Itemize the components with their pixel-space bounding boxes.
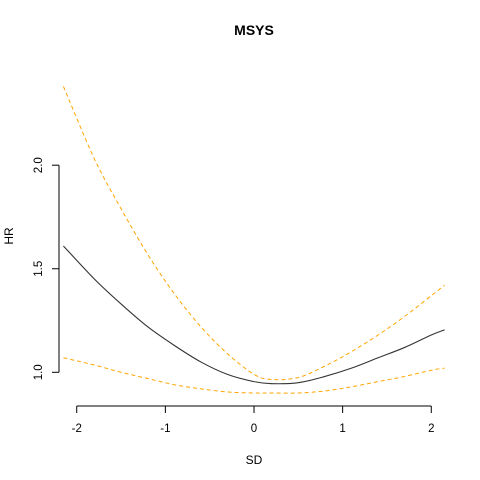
y-tick-label: 1.5 xyxy=(33,261,45,277)
upper-ci-curve xyxy=(62,86,445,381)
axes: -2 -1 0 1 2 1.0 1.5 2.0 xyxy=(33,157,434,435)
x-tick-label: 0 xyxy=(251,423,257,435)
x-tick-label: 1 xyxy=(339,423,345,435)
series-layer xyxy=(62,86,445,394)
y-tick-label: 1.0 xyxy=(33,364,45,380)
hr-curve xyxy=(63,245,445,385)
x-axis-label: SD xyxy=(246,453,263,467)
y-axis-label: HR xyxy=(2,227,16,245)
x-tick-label: 2 xyxy=(428,423,434,435)
x-tick-label: -2 xyxy=(72,423,82,435)
lower-ci-curve xyxy=(63,357,445,394)
chart-title: MSYS xyxy=(234,22,274,38)
x-tick-label: -1 xyxy=(160,423,170,435)
y-tick-label: 2.0 xyxy=(33,157,45,173)
